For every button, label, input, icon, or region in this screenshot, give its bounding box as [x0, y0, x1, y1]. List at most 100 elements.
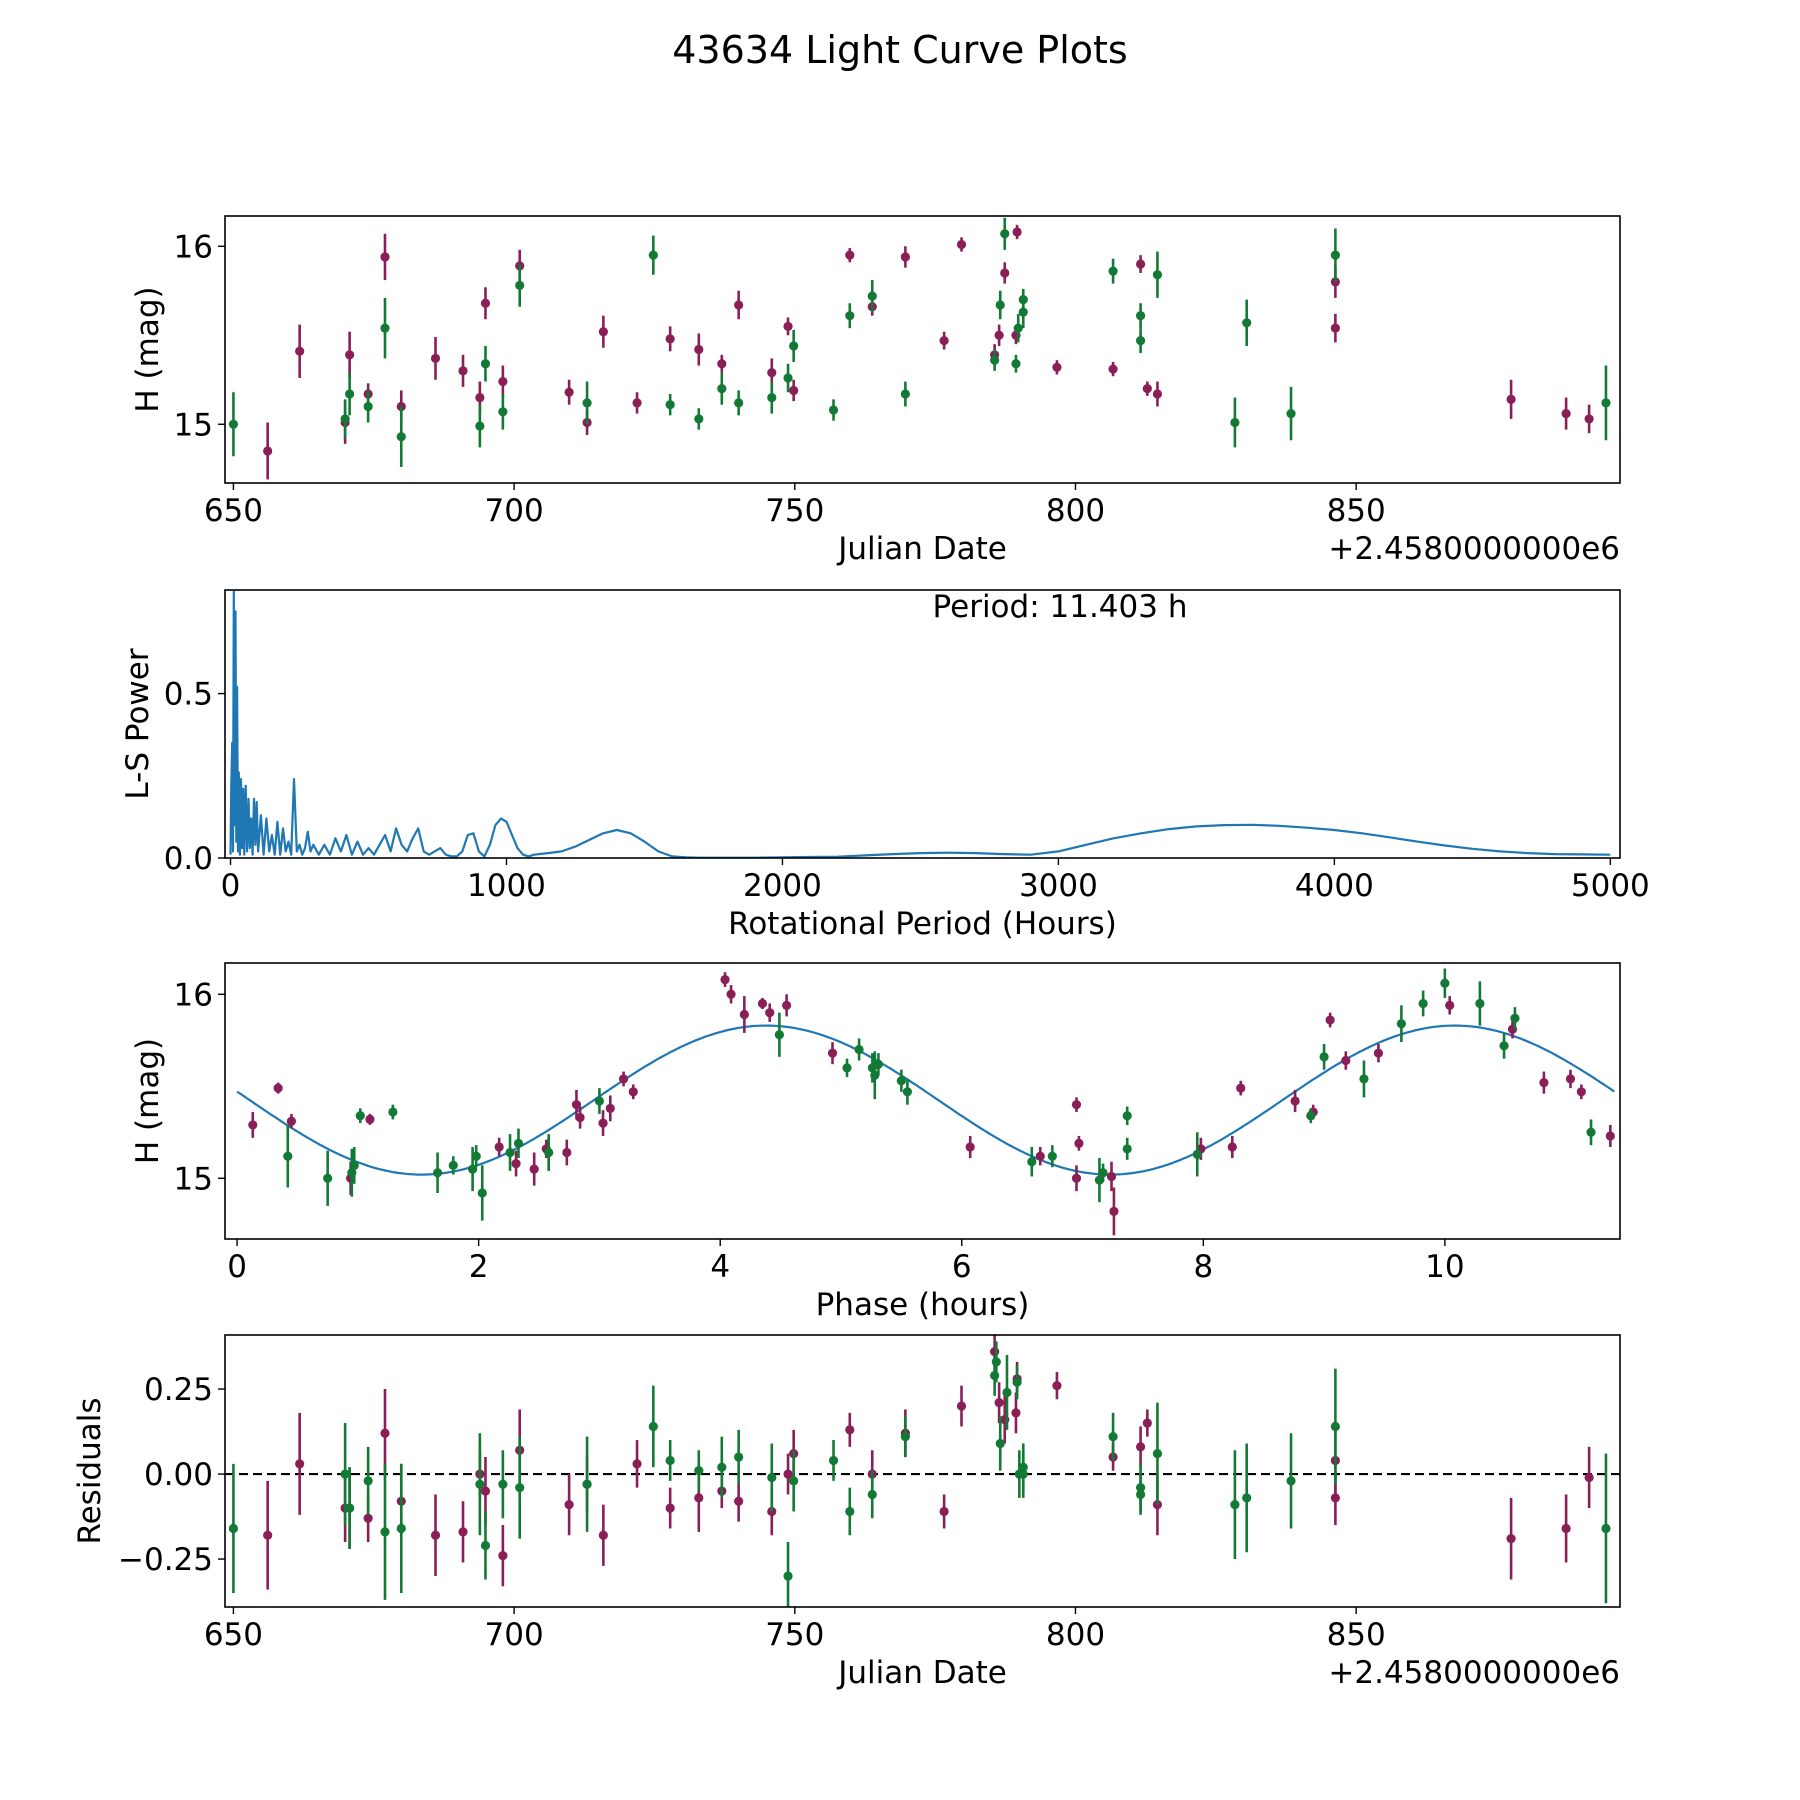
panel-periodogram: 0 1000 2000 3000 4000 5000 0.0 0.5 Rotational Pe…: [120, 589, 1650, 942]
data-point-purple: [1373, 1043, 1384, 1063]
marker: [1011, 1408, 1021, 1418]
marker: [900, 389, 910, 399]
marker: [432, 1168, 443, 1178]
data-point-purple: [1506, 1497, 1516, 1580]
x-tick-label: 2000: [743, 868, 822, 904]
data-point-green: [363, 390, 373, 423]
data-point-green: [448, 1156, 458, 1175]
marker: [380, 323, 390, 333]
marker: [994, 1398, 1004, 1408]
data-point-green: [1440, 968, 1450, 998]
marker: [1306, 1111, 1316, 1121]
data-point-green: [1330, 1368, 1340, 1485]
marker: [582, 1479, 592, 1489]
x-tick-label: 750: [765, 493, 824, 529]
marker: [564, 1500, 574, 1510]
data-point-green: [665, 1440, 675, 1481]
data-point-green: [828, 399, 839, 421]
data-point-green: [1108, 258, 1118, 284]
data-point-purple: [1109, 1187, 1119, 1236]
data-point-purple: [1506, 379, 1516, 419]
data-point-purple: [1584, 1446, 1594, 1509]
marker: [965, 1142, 975, 1152]
data-point-green: [873, 1053, 884, 1076]
data-point-green: [515, 1436, 525, 1539]
data-point-purple: [1012, 224, 1022, 240]
y-tick-label: 0.5: [164, 677, 213, 713]
data-point-purple: [628, 1084, 638, 1100]
data-point-green: [717, 372, 727, 405]
data-point-green: [734, 1429, 744, 1485]
marker: [380, 252, 390, 262]
marker: [720, 974, 730, 985]
marker: [717, 384, 727, 394]
marker: [990, 1370, 1000, 1381]
marker: [734, 300, 744, 310]
marker: [1018, 307, 1028, 317]
data-point-green: [854, 1038, 864, 1061]
data-point-purple: [511, 1150, 521, 1177]
marker: [1561, 1523, 1571, 1534]
marker: [774, 1030, 784, 1040]
plot-area: [236, 968, 1615, 1236]
x-offset-label: +2.4580000000e6: [1328, 531, 1620, 567]
marker: [734, 398, 744, 408]
data-point-green: [1499, 1032, 1509, 1059]
marker: [1135, 311, 1146, 321]
y-axis-label: Residuals: [72, 1397, 108, 1544]
marker: [717, 1462, 727, 1472]
marker: [1002, 1387, 1012, 1398]
data-point-green: [594, 1088, 605, 1114]
marker: [1052, 362, 1062, 372]
marker: [349, 1160, 359, 1170]
data-point-purple: [564, 379, 574, 405]
marker: [900, 1432, 910, 1442]
marker: [994, 330, 1004, 340]
marker: [1286, 1476, 1296, 1486]
data-point-green: [1013, 313, 1023, 343]
data-point-purple: [273, 1082, 283, 1094]
marker: [726, 989, 736, 999]
data-point-green: [1047, 1145, 1057, 1168]
marker: [956, 1401, 967, 1411]
marker: [475, 421, 485, 431]
data-point-green: [349, 1147, 359, 1184]
marker: [1330, 323, 1340, 333]
data-point-green: [902, 1078, 913, 1105]
x-tick-label: 5000: [1571, 868, 1650, 904]
y-tick-label: 0.25: [144, 1372, 213, 1408]
data-point-purple: [965, 1135, 975, 1159]
data-point-purple: [458, 1501, 468, 1563]
data-point-purple: [1108, 361, 1118, 377]
power-curve: [229, 590, 1611, 858]
marker: [323, 1173, 333, 1183]
data-point-green: [1135, 1474, 1146, 1515]
marker: [363, 1476, 373, 1486]
axes-frame: [224, 589, 1621, 859]
data-point-green: [648, 235, 658, 275]
plot-area: [228, 217, 1611, 480]
data-point-purple: [1035, 1147, 1045, 1166]
data-point-green: [991, 1341, 1001, 1383]
data-point-green: [694, 1450, 704, 1492]
data-point-purple: [632, 392, 642, 414]
marker: [665, 1503, 675, 1513]
marker: [1098, 1168, 1108, 1178]
marker: [1330, 1493, 1340, 1503]
marker: [873, 1059, 884, 1069]
data-point-green: [990, 349, 1000, 371]
marker: [1047, 1151, 1057, 1161]
data-point-purple: [994, 324, 1004, 346]
plot-area: [225, 1335, 1620, 1607]
data-point-green: [1230, 1450, 1240, 1560]
marker: [1135, 1489, 1146, 1500]
data-point-purple: [717, 354, 727, 373]
data-point-purple: [498, 365, 508, 398]
data-point-purple: [757, 997, 768, 1009]
marker: [648, 1421, 658, 1432]
marker: [295, 346, 305, 356]
marker: [498, 1551, 508, 1561]
marker: [648, 250, 658, 260]
data-point-green: [323, 1150, 333, 1206]
x-axis-label: Rotational Period (Hours): [728, 906, 1117, 942]
